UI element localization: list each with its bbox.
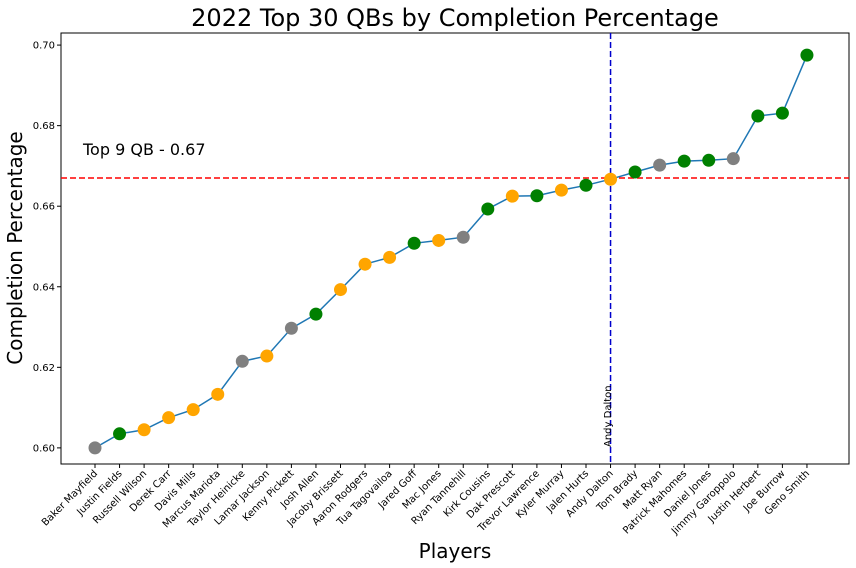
data-point [800, 48, 814, 62]
vertical-reference-label: Andy Dalton [603, 385, 614, 447]
y-axis-title: Completion Percentage [3, 131, 27, 364]
data-point [334, 283, 347, 297]
data-point [407, 236, 421, 250]
data-point [432, 233, 446, 247]
data-point [726, 152, 740, 166]
data-point [751, 109, 765, 123]
data-point [604, 172, 618, 186]
reference-lines [61, 33, 849, 464]
y-axis: 0.60 0.62 0.64 0.66 0.68 0.70 [33, 41, 61, 454]
data-point [702, 153, 716, 167]
data-point [162, 411, 176, 425]
y-tick-label: 0.62 [33, 363, 55, 374]
data-point [530, 189, 544, 203]
data-point [284, 321, 298, 335]
data-point [88, 441, 102, 455]
plot-area [60, 32, 850, 465]
data-point [456, 230, 470, 244]
data-point [579, 178, 593, 192]
data-point [137, 423, 151, 437]
chart-title: 2022 Top 30 QBs by Completion Percentage [191, 4, 719, 32]
data-point [211, 387, 225, 401]
data-point [260, 349, 274, 363]
data-point [383, 250, 397, 264]
series-points [88, 48, 814, 455]
data-point [775, 106, 789, 120]
y-tick-label: 0.66 [33, 202, 55, 213]
horizontal-reference-label: Top 9 QB - 0.67 [82, 140, 206, 159]
data-point [628, 165, 642, 179]
data-point [653, 158, 667, 172]
data-point [186, 403, 200, 417]
data-point [309, 307, 323, 321]
data-point [505, 189, 519, 203]
data-point [554, 183, 568, 197]
y-tick-label: 0.70 [33, 41, 55, 52]
data-point [235, 354, 249, 368]
y-tick-label: 0.64 [33, 282, 55, 293]
y-tick-label: 0.60 [33, 443, 55, 454]
data-point [358, 257, 372, 271]
x-axis-title: Players [419, 539, 492, 563]
y-tick-label: 0.68 [33, 121, 55, 132]
data-point [113, 427, 127, 441]
data-point [481, 202, 495, 216]
data-point [677, 154, 691, 168]
